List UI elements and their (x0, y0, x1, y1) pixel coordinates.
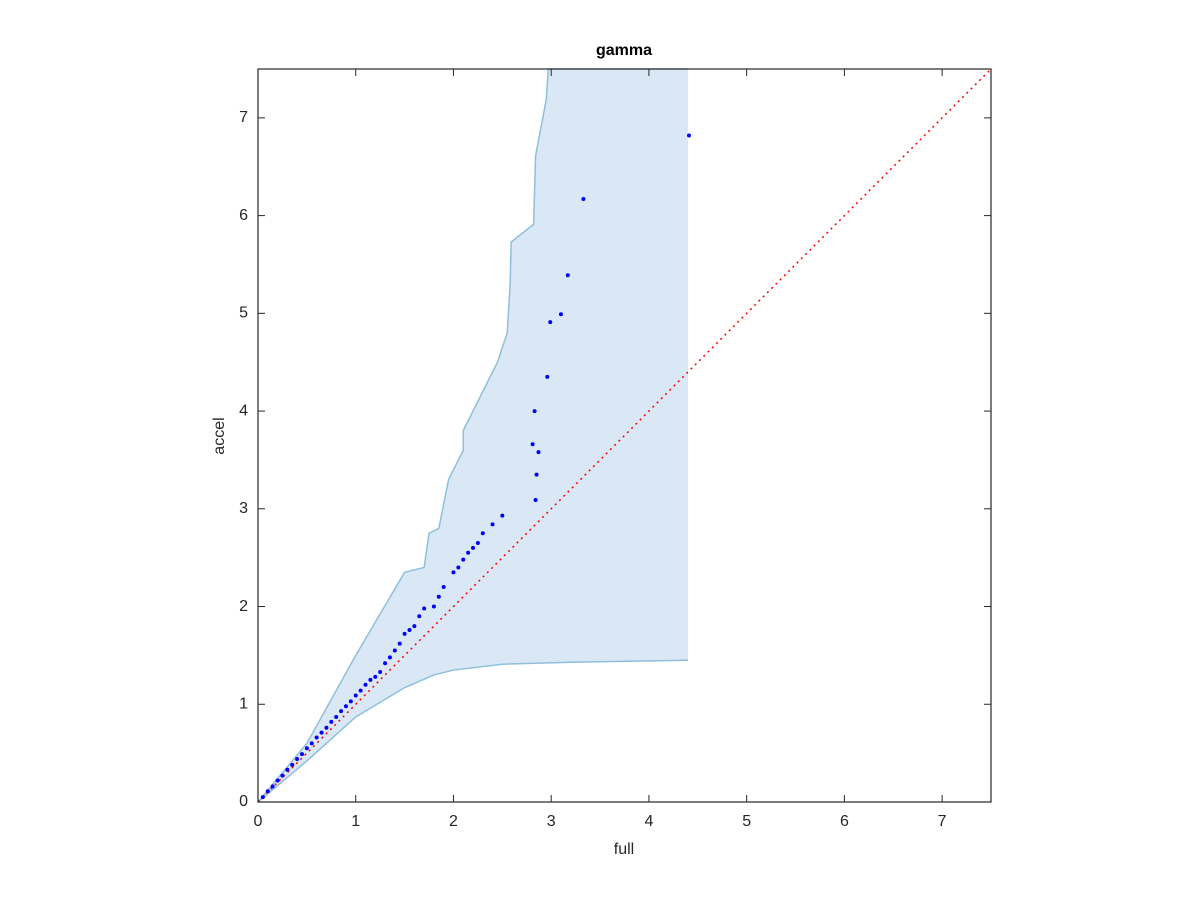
data-point (314, 735, 319, 740)
data-point (471, 545, 476, 550)
data-point (343, 704, 348, 709)
data-point (392, 648, 397, 653)
data-point (397, 641, 402, 646)
data-point (334, 714, 339, 719)
data-point (295, 756, 300, 761)
data-point (461, 557, 466, 562)
y-tick-label: 7 (239, 109, 248, 126)
x-tick-label: 4 (644, 813, 653, 830)
data-point (387, 655, 392, 660)
data-point (475, 541, 480, 546)
data-point (436, 594, 441, 599)
x-tick-label: 7 (938, 813, 947, 830)
data-point (339, 709, 344, 714)
data-point (417, 614, 422, 619)
data-point (368, 677, 373, 682)
data-point (536, 450, 541, 455)
y-tick-label: 6 (239, 207, 248, 224)
data-point (270, 784, 275, 789)
y-tick-label: 3 (239, 500, 248, 517)
data-point (319, 730, 324, 735)
data-point (383, 661, 388, 666)
band-edge (257, 659, 689, 803)
data-point (412, 624, 417, 629)
data-point (324, 725, 329, 730)
data-point (402, 631, 407, 636)
y-tick-label: 0 (239, 793, 248, 810)
data-point (309, 741, 314, 746)
y-axis-label: accel (211, 417, 228, 454)
data-point (500, 513, 505, 518)
data-point (480, 531, 485, 536)
data-point (466, 550, 471, 555)
confidence-band (258, 69, 689, 802)
x-tick-label: 5 (742, 813, 751, 830)
data-point (280, 773, 285, 778)
data-point (530, 442, 535, 447)
x-tick-label: 6 (840, 813, 849, 830)
data-point (532, 409, 537, 414)
data-point (431, 604, 436, 609)
data-point (348, 699, 353, 704)
x-tick-label: 3 (547, 813, 556, 830)
data-point (533, 498, 538, 503)
plot-box (257, 68, 992, 803)
data-point (363, 682, 368, 687)
data-point (422, 606, 427, 611)
data-point (373, 674, 378, 679)
y-tick-label: 1 (239, 695, 248, 712)
y-tick-label: 2 (239, 598, 248, 615)
x-tick-label: 1 (351, 813, 360, 830)
data-point (456, 565, 461, 570)
data-point (299, 752, 304, 757)
data-point (378, 670, 383, 675)
data-point (687, 133, 692, 138)
data-point (304, 746, 309, 751)
data-point (548, 320, 553, 325)
data-point (290, 762, 295, 767)
x-tick-label: 2 (449, 813, 458, 830)
data-point (581, 196, 586, 201)
data-point (329, 719, 334, 724)
data-point (353, 693, 358, 698)
data-point (265, 789, 270, 794)
band-edge (257, 68, 689, 803)
data-point (558, 312, 563, 317)
data-point (534, 472, 539, 477)
chart-title: gamma (596, 42, 652, 59)
data-point (275, 778, 280, 783)
data-point (490, 522, 495, 527)
y-tick-label: 4 (239, 402, 248, 419)
data-point (451, 570, 456, 575)
data-point (407, 627, 412, 632)
data-point (441, 584, 446, 589)
data-point (545, 374, 550, 379)
data-point (565, 273, 570, 278)
data-point (358, 688, 363, 693)
data-point (285, 767, 290, 772)
y-tick-label: 5 (239, 305, 248, 322)
data-point (260, 795, 265, 800)
x-axis-label: full (614, 841, 634, 858)
x-tick-label: 0 (254, 813, 263, 830)
